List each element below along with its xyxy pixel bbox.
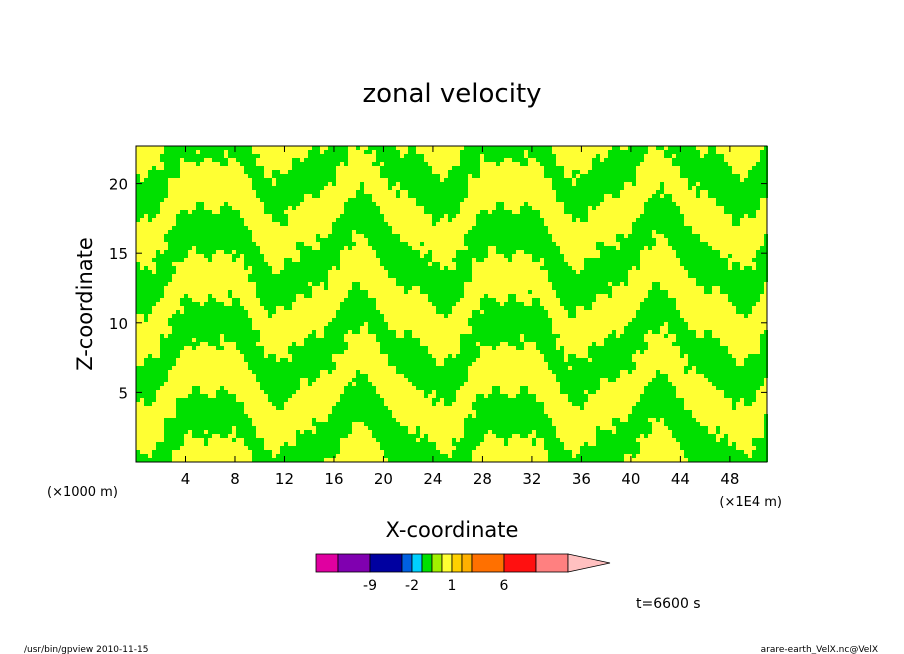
colorbar-swatch — [315, 553, 339, 573]
x-tick-label: 28 — [473, 470, 492, 488]
chart-title: zonal velocity — [362, 79, 541, 109]
x-tick-label: 40 — [621, 470, 640, 488]
colorbar-swatch — [535, 553, 569, 573]
colorbar-label: 6 — [500, 578, 509, 594]
footer-right: arare-earth_VelX.nc@VelX — [761, 645, 878, 654]
x-tick-label: 16 — [324, 470, 343, 488]
colorbar-swatch — [503, 553, 537, 573]
y-tick-label: 15 — [109, 245, 128, 263]
y-tick-label: 10 — [109, 315, 128, 333]
x-tick-label: 36 — [572, 470, 591, 488]
y-tick-label: 20 — [109, 176, 128, 194]
time-annotation: t=6600 s — [636, 596, 701, 612]
x-tick-label: 24 — [423, 470, 442, 488]
colorbar — [315, 553, 611, 573]
colorbar-swatch — [411, 553, 423, 573]
colorbar-swatch — [441, 553, 453, 573]
colorbar-label: 1 — [448, 578, 457, 594]
y-axis: 5 10 15 20 — [109, 176, 767, 402]
colorbar-swatch — [337, 553, 371, 573]
x-unit-right: (×1E4 m) — [719, 495, 782, 510]
colorbar-label: -9 — [363, 578, 377, 594]
colorbar-label: -2 — [405, 578, 419, 594]
footer-left: /usr/bin/gpview 2010-11-15 — [24, 645, 148, 654]
colorbar-swatch — [461, 553, 473, 573]
x-tick-label: 44 — [671, 470, 690, 488]
colorbar-extend-arrow — [567, 553, 611, 573]
colorbar-swatch — [471, 553, 505, 573]
y-axis-label: Z-coordinate — [73, 237, 97, 371]
x-tick-label: 20 — [374, 470, 393, 488]
x-unit-left: (×1000 m) — [47, 485, 118, 500]
y-tick-label: 5 — [118, 384, 128, 402]
colorbar-labels: -9 -2 1 6 — [363, 578, 509, 594]
plot-area — [135, 145, 768, 463]
colorbar-swatch — [431, 553, 443, 573]
colorbar-swatch — [369, 553, 403, 573]
x-tick-label: 48 — [720, 470, 739, 488]
plot-frame — [135, 145, 768, 463]
x-axis-label: X-coordinate — [386, 518, 519, 542]
x-tick-label: 8 — [230, 470, 240, 488]
colorbar-swatch — [401, 553, 413, 573]
x-tick-label: 12 — [275, 470, 294, 488]
colorbar-swatch — [451, 553, 463, 573]
x-tick-label: 4 — [181, 470, 191, 488]
colorbar-swatch — [421, 553, 433, 573]
x-axis: 4 8 12 16 20 24 28 32 36 40 44 48 — [181, 146, 739, 488]
field-contours — [136, 146, 768, 462]
x-tick-label: 32 — [522, 470, 541, 488]
